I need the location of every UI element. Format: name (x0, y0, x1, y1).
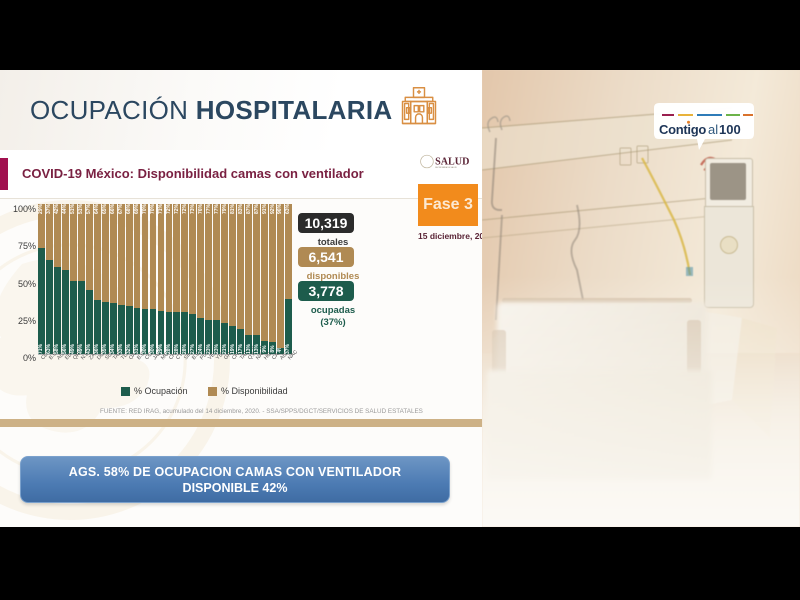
svg-text:Contigo: Contigo (659, 122, 706, 137)
svg-text:100: 100 (719, 122, 741, 137)
svg-text:al: al (708, 122, 718, 137)
svg-text:SALUD: SALUD (435, 157, 469, 168)
svg-text:SECRETARIA DE SALUD: SECRETARIA DE SALUD (435, 166, 457, 169)
